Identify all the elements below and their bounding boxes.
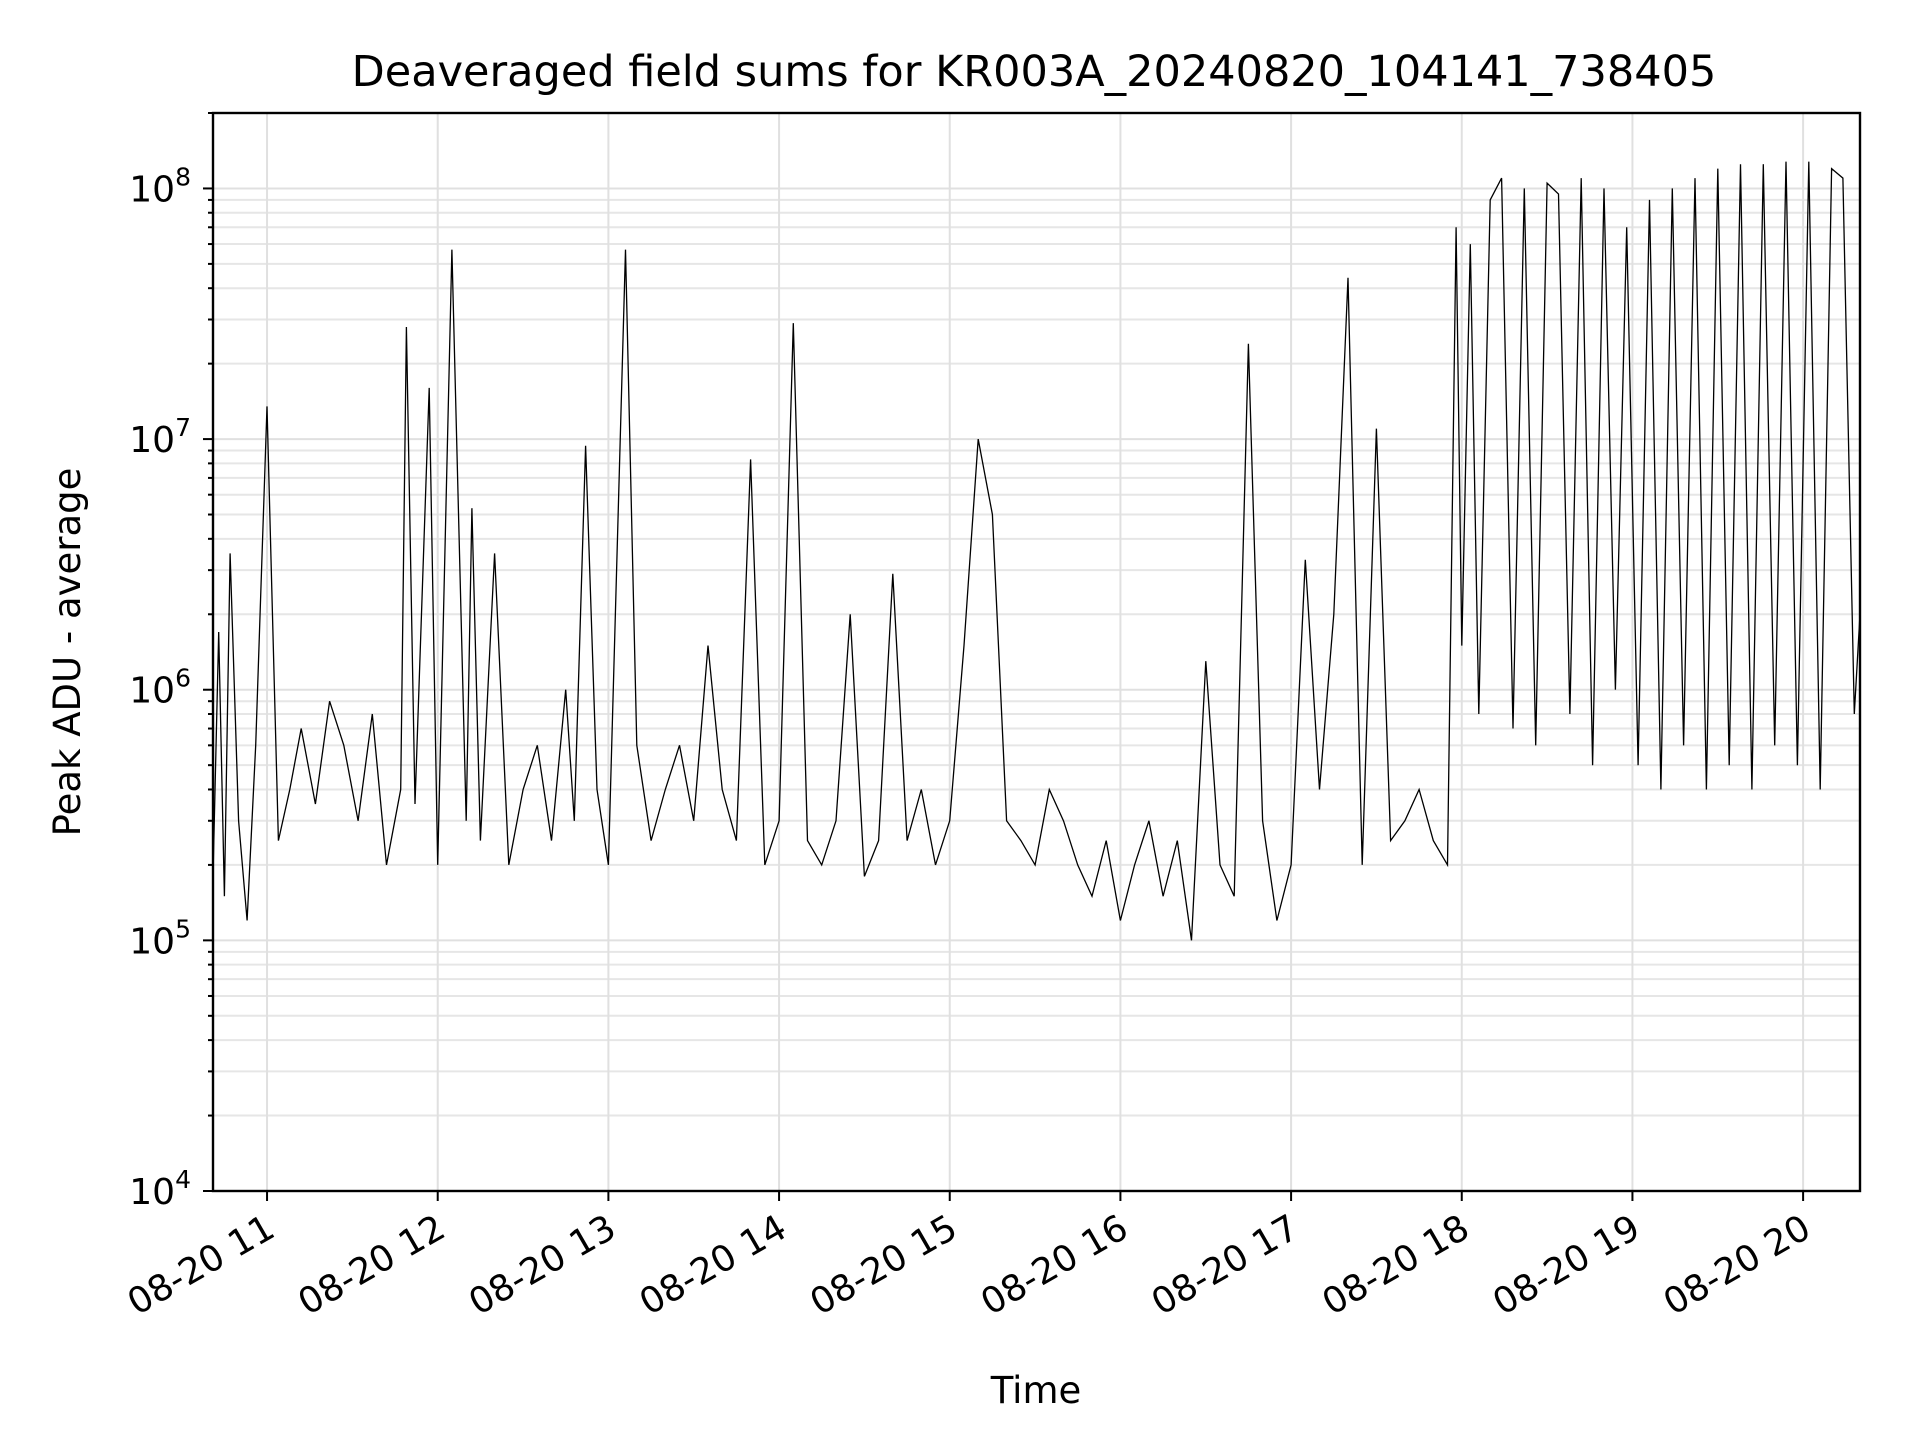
grid-layer (213, 112, 1860, 1192)
x-tick-label: 08-20 17 (1145, 1207, 1306, 1323)
x-tick-label: 08-20 18 (1316, 1207, 1477, 1323)
x-tick-label: 08-20 12 (292, 1207, 453, 1323)
x-tick-label: 08-20 20 (1657, 1207, 1818, 1323)
plot-frame (211, 111, 1862, 1193)
x-axis-label: Time (990, 1369, 1082, 1412)
y-axis: 104 105 106 107 108 (129, 112, 213, 1213)
x-tick-label: 08-20 14 (633, 1207, 794, 1323)
series-layer (212, 161, 1861, 941)
x-tick-label: 08-20 19 (1486, 1207, 1647, 1323)
x-tick-label: 08-20 11 (121, 1207, 282, 1323)
y-tick-label: 107 (129, 413, 191, 461)
x-tick-label: 08-20 16 (974, 1207, 1135, 1323)
series-line (212, 161, 1861, 941)
y-axis-label: Peak ADU - average (46, 468, 89, 837)
chart-title: Deaveraged field sums for KR003A_2024082… (352, 47, 1717, 97)
y-tick-label: 106 (129, 664, 191, 712)
x-axis: 08-20 11 08-20 12 08-20 13 08-20 14 08-20 15… (121, 1191, 1818, 1324)
x-tick-label: 08-20 15 (804, 1207, 965, 1323)
y-tick-label: 105 (129, 914, 191, 962)
x-tick-label: 08-20 13 (462, 1207, 623, 1323)
y-tick-label: 108 (129, 162, 191, 210)
y-tick-label: 104 (129, 1165, 191, 1213)
